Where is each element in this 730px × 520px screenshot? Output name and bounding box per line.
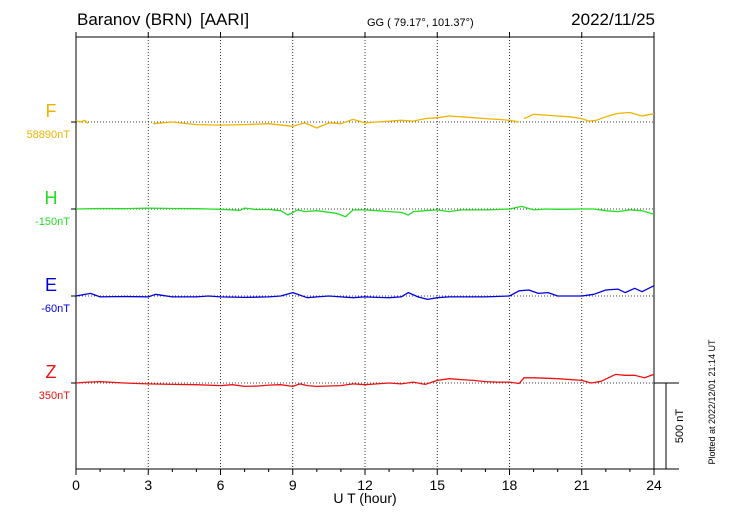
series-h-name: H (45, 188, 58, 208)
series-f-line (153, 115, 520, 129)
series-f-baseline-label: 58890nT (27, 129, 71, 141)
series-group: F 58890nT H -150nT E -60nT Z 350nT (27, 101, 655, 402)
series-e-line (75, 285, 655, 301)
series-z-name: Z (46, 362, 57, 382)
x-tick-label: 21 (574, 477, 590, 493)
x-tick-label: 18 (502, 477, 518, 493)
x-tick-label: 6 (217, 477, 225, 493)
series-z-line (75, 373, 655, 388)
observatory-label: [AARI] (200, 10, 249, 29)
series-h-line (75, 205, 655, 218)
x-tick-label: 3 (144, 477, 152, 493)
series-z-baseline-label: 350nT (39, 390, 70, 402)
station-title: Baranov (BRN) (77, 10, 192, 29)
x-tick-label: 0 (72, 477, 80, 493)
x-tick-label: 24 (646, 477, 662, 493)
series-f-line (75, 119, 89, 124)
scale-bar-label: 500 nT (674, 409, 686, 444)
series-e-name: E (45, 275, 57, 295)
coordinates-label: GG ( 79.17°, 101.37°) (367, 17, 474, 29)
x-axis: 0 3 6 9 12 15 18 21 24 (71, 32, 662, 493)
x-tick-label: 9 (289, 477, 297, 493)
series-f-line (523, 111, 655, 122)
date-label: 2022/11/25 (571, 10, 655, 29)
series-f-name: F (46, 101, 57, 121)
x-tick-label: 15 (429, 477, 445, 493)
series-h-baseline-label: -150nT (35, 216, 70, 228)
plotted-timestamp: Plotted at 2022/12/01 21:14 UT (707, 339, 717, 465)
series-e-baseline-label: -60nT (41, 303, 70, 315)
x-tick-label: 12 (357, 477, 373, 493)
grid (76, 37, 654, 469)
x-axis-title: U T (hour) (333, 490, 396, 506)
